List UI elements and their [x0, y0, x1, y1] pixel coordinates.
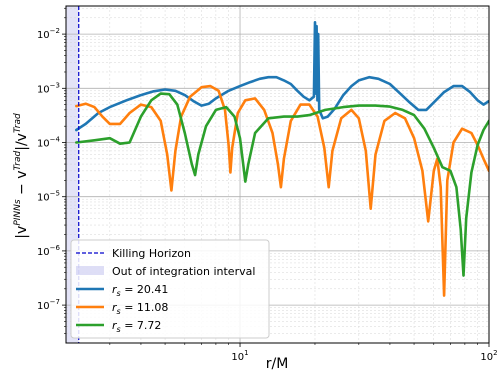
legend-label-1: rs = 11.08 — [112, 301, 168, 316]
legend: Killing Horizon Out of integration inter… — [70, 239, 270, 339]
legend-label-2: rs = 7.72 — [112, 319, 161, 334]
legend-horizon-label: Killing Horizon — [112, 247, 191, 260]
plot-frame — [65, 5, 490, 344]
series-group — [75, 21, 489, 297]
series-line-0 — [75, 21, 489, 132]
series-line-2 — [75, 92, 489, 277]
x-axis-label: r/M — [266, 356, 289, 372]
x-tick-label: 102 — [480, 349, 497, 363]
series-line-1 — [75, 84, 489, 297]
legend-frame — [70, 239, 270, 339]
legend-label-0: rs = 20.41 — [112, 283, 168, 298]
legend-entry-killing-horizon: Killing Horizon — [76, 247, 191, 260]
legend-series-entries: rs = 20.41 rs = 11.08 rs = 7.72 — [76, 283, 168, 334]
legend-excluded-label: Out of integration interval — [112, 265, 255, 278]
legend-excluded-swatch — [76, 266, 104, 275]
y-axis-label: |vPINNs − vTrad|/vTrad — [13, 113, 30, 239]
legend-entry-excluded-region: Out of integration interval — [76, 265, 255, 278]
